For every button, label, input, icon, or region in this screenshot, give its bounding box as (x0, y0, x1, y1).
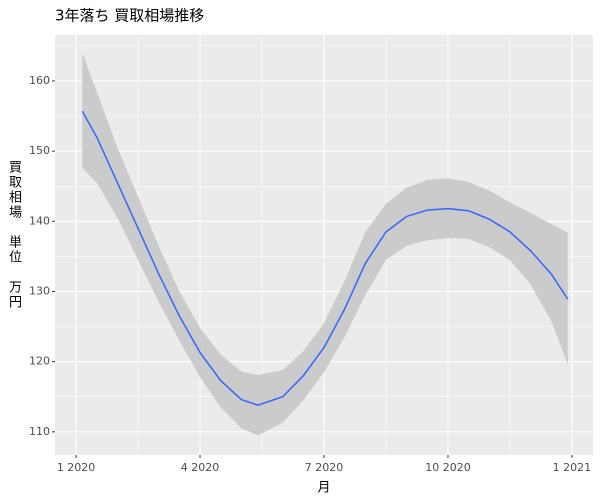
y-tick-label: 160 (29, 74, 50, 87)
x-tick-label: 4 2020 (181, 461, 220, 474)
chart-title: 3年落ち 買取相場推移 (55, 7, 204, 25)
x-axis-title: 月 (317, 481, 330, 496)
x-tick-label: 10 2020 (425, 461, 471, 474)
x-tick-label: 1 2020 (57, 461, 96, 474)
y-tick-label: 110 (29, 425, 50, 438)
confidence-band (82, 52, 568, 436)
x-tick-label: 1 2021 (553, 461, 592, 474)
y-tick-label: 130 (29, 284, 50, 297)
y-axis-title: 買取相場 単位 万円 (6, 160, 21, 310)
smooth-line (81, 110, 569, 406)
y-tick-label: 120 (29, 355, 50, 368)
x-tick-label: 7 2020 (305, 461, 344, 474)
y-tick-label: 140 (29, 214, 50, 227)
y-tick-label: 150 (29, 144, 50, 157)
